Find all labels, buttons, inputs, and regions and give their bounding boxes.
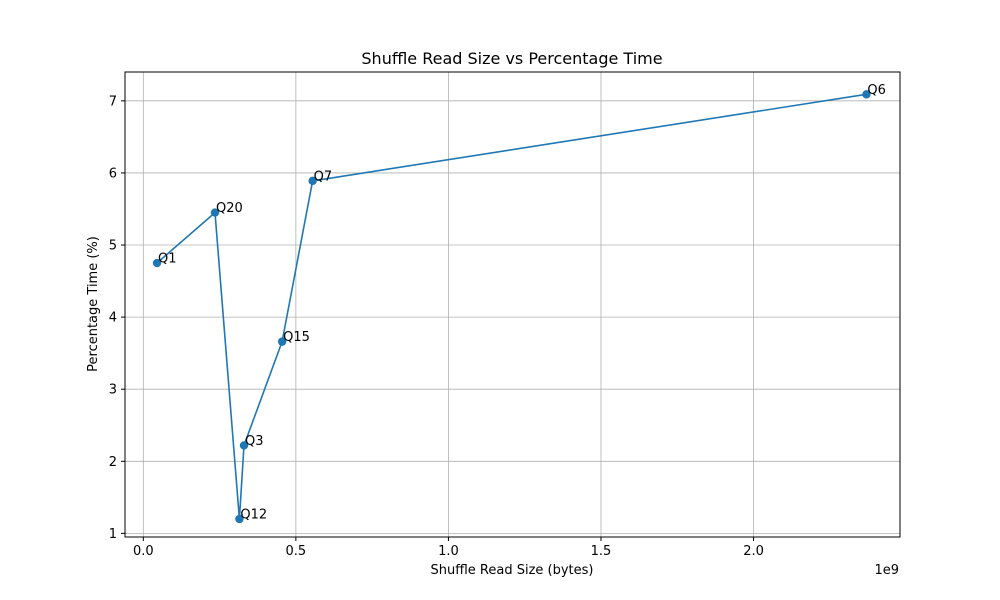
point-label-q1: Q1 xyxy=(158,252,177,267)
data-point-q12 xyxy=(235,514,244,524)
grid-layer xyxy=(125,72,900,537)
plot-frame xyxy=(124,71,901,538)
x-tick-label: 2.0 xyxy=(743,544,764,559)
data-point-q6 xyxy=(862,90,871,99)
y-tick-label: 1 xyxy=(109,527,117,542)
data-point-q15 xyxy=(277,337,287,346)
y-tick-label: 6 xyxy=(109,166,117,181)
ticks-layer: 0.0 0.5 1.0 1.5 2.0 1 2 3 4 5 6 7 xyxy=(109,94,764,559)
data-point-q1 xyxy=(152,258,162,268)
y-tick-label: 4 xyxy=(109,311,117,326)
point-label-q6: Q6 xyxy=(867,83,886,98)
x-tick-label: 0.5 xyxy=(286,544,307,559)
y-axis-label: Percentage Time (%) xyxy=(86,236,101,372)
y-tick-label: 2 xyxy=(109,455,117,470)
y-tick-label: 5 xyxy=(109,239,117,254)
x-tick-label: 1.0 xyxy=(438,544,459,559)
data-point-q3 xyxy=(239,441,249,450)
data-point-q20 xyxy=(210,208,220,217)
point-label-q7: Q7 xyxy=(314,169,333,184)
chart-title: Shuffle Read Size vs Percentage Time xyxy=(361,49,662,68)
x-axis-offset-label: 1e9 xyxy=(874,563,899,578)
y-tick-label: 7 xyxy=(109,94,117,109)
point-label-q20: Q20 xyxy=(216,201,243,216)
x-axis-label: Shuffle Read Size (bytes) xyxy=(430,563,593,578)
point-label-q12: Q12 xyxy=(240,507,267,522)
point-label-q3: Q3 xyxy=(245,434,264,449)
data-point-q7 xyxy=(308,176,317,186)
y-tick-label: 3 xyxy=(109,383,117,398)
point-labels-layer: Q1 Q20 Q12 Q3 Q15 Q7 Q6 xyxy=(158,83,886,523)
x-tick-label: 0.0 xyxy=(133,544,154,559)
x-tick-label: 1.5 xyxy=(591,544,612,559)
point-label-q15: Q15 xyxy=(283,330,310,345)
series-layer xyxy=(152,90,871,524)
